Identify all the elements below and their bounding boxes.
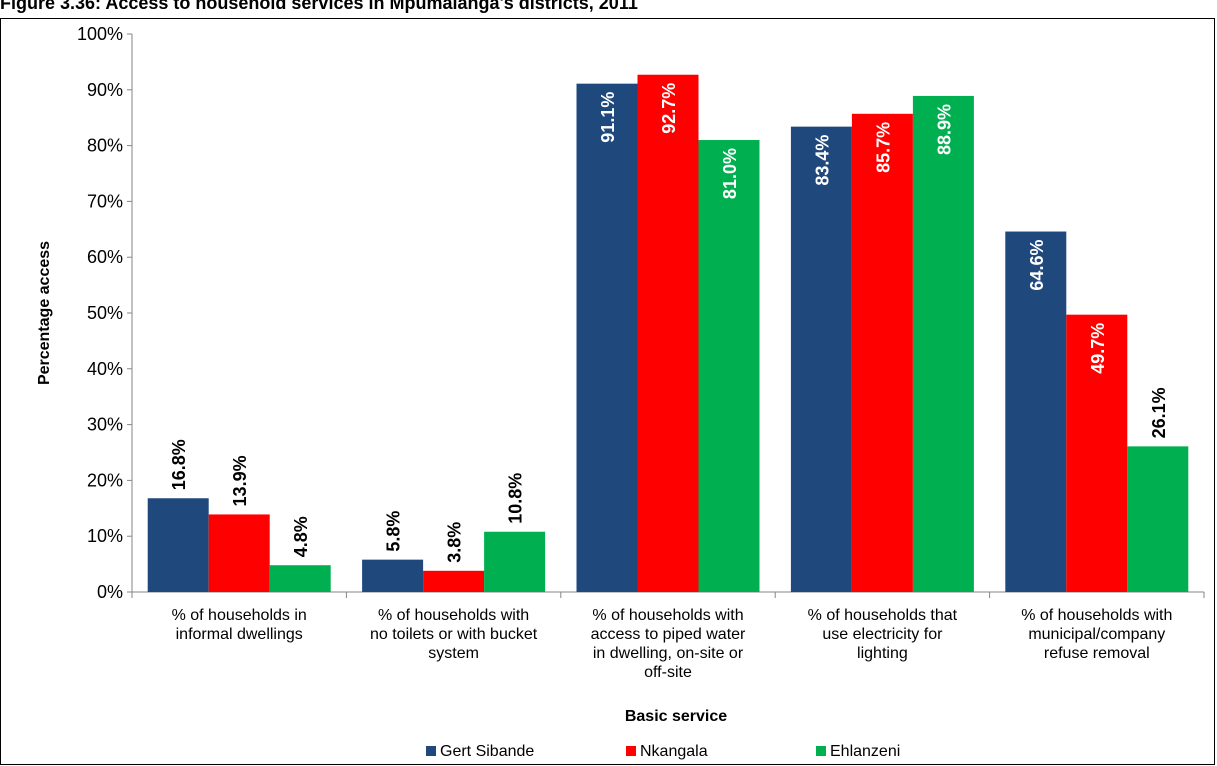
bar-chart: 0% 10% 20% 30% 40% 50% 60% 70% 80% 90% 100% 16.8% 13…: [36, 24, 1205, 760]
y-tick-label: 20%: [87, 470, 123, 490]
legend-swatch: [816, 746, 826, 756]
bar: [362, 559, 424, 592]
legend-label: Ehlanzeni: [830, 743, 900, 760]
data-label: 91.1%: [598, 92, 618, 143]
y-tick-label: 40%: [87, 359, 123, 379]
bar: [484, 531, 546, 592]
y-tick-label: 0%: [97, 582, 123, 602]
legend-swatch: [626, 746, 636, 756]
bar: [851, 113, 913, 592]
category-label: no toilets or with bucket: [370, 626, 538, 643]
data-label: 4.8%: [291, 516, 311, 557]
x-axis-title: Basic service: [625, 708, 727, 725]
y-tick-label: 50%: [87, 303, 123, 323]
bar: [698, 140, 760, 592]
legend-label: Nkangala: [640, 743, 708, 760]
data-label: 64.6%: [1027, 240, 1047, 291]
category-label: lighting: [857, 645, 908, 662]
y-tick-label: 60%: [87, 247, 123, 267]
data-label: 92.7%: [659, 83, 679, 134]
bar: [790, 126, 852, 593]
bar: [1005, 231, 1067, 593]
y-tick-label: 30%: [87, 415, 123, 435]
y-axis-title: Percentage access: [36, 241, 53, 385]
y-tick-label: 70%: [87, 191, 123, 211]
category-label: % of households in: [172, 607, 307, 624]
category-label: use electricity for: [822, 626, 943, 643]
category-label: % of households with: [378, 607, 529, 624]
legend-label: Gert Sibande: [440, 743, 534, 760]
data-label: 13.9%: [230, 455, 250, 506]
y-tick-label: 90%: [87, 80, 123, 100]
bar: [1127, 446, 1189, 592]
data-label: 81.0%: [720, 148, 740, 199]
data-label: 83.4%: [812, 135, 832, 186]
chart-frame: 0% 10% 20% 30% 40% 50% 60% 70% 80% 90% 100% 16.8% 13…: [0, 18, 1215, 765]
data-label: 10.8%: [506, 473, 526, 524]
bar: [269, 565, 331, 592]
bar: [637, 74, 699, 592]
data-label: 3.8%: [445, 522, 465, 563]
data-label: 5.8%: [384, 511, 404, 552]
data-label: 16.8%: [169, 439, 189, 490]
bar: [147, 498, 209, 592]
legend-swatch: [426, 746, 436, 756]
category-label: % of households with: [1021, 607, 1172, 624]
data-label: 85.7%: [873, 122, 893, 173]
category-label: municipal/company: [1028, 626, 1165, 643]
category-label: access to piped water: [591, 626, 746, 643]
bar: [576, 83, 638, 593]
data-label: 88.9%: [934, 104, 954, 155]
bar: [423, 570, 485, 592]
category-label: refuse removal: [1044, 645, 1150, 662]
category-label: system: [428, 645, 479, 662]
category-label: off-site: [644, 664, 692, 681]
category-label: % of households with: [592, 607, 743, 624]
category-label: % of households that: [808, 607, 958, 624]
bar: [1066, 314, 1128, 592]
y-tick-label: 100%: [77, 24, 123, 44]
bar: [912, 95, 974, 593]
data-label: 26.1%: [1149, 387, 1169, 438]
y-tick-label: 80%: [87, 136, 123, 156]
category-label: informal dwellings: [176, 626, 303, 643]
data-label: 49.7%: [1088, 323, 1108, 374]
figure-title: Figure 3.36: Access to household service…: [0, 0, 638, 13]
y-tick-label: 10%: [87, 526, 123, 546]
category-label: in dwelling, on-site or: [593, 645, 744, 662]
bar: [208, 514, 270, 592]
